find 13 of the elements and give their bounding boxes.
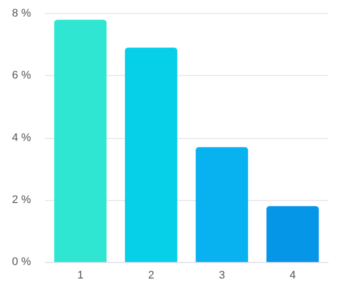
x-tick-label: 3 (218, 270, 225, 282)
bar (266, 206, 319, 262)
x-tick-label: 4 (290, 270, 296, 282)
bar (196, 147, 248, 262)
bar (54, 20, 107, 262)
y-tick-label: 2 % (12, 194, 32, 206)
y-tick-label: 6 % (12, 70, 32, 82)
y-tick-label: 8 % (12, 8, 32, 20)
y-tick-label: 0 % (12, 256, 32, 268)
x-tick-label: 2 (148, 270, 154, 282)
bar (124, 48, 178, 262)
x-tick-label: 1 (77, 270, 84, 282)
y-tick-label: 4 % (12, 132, 32, 144)
